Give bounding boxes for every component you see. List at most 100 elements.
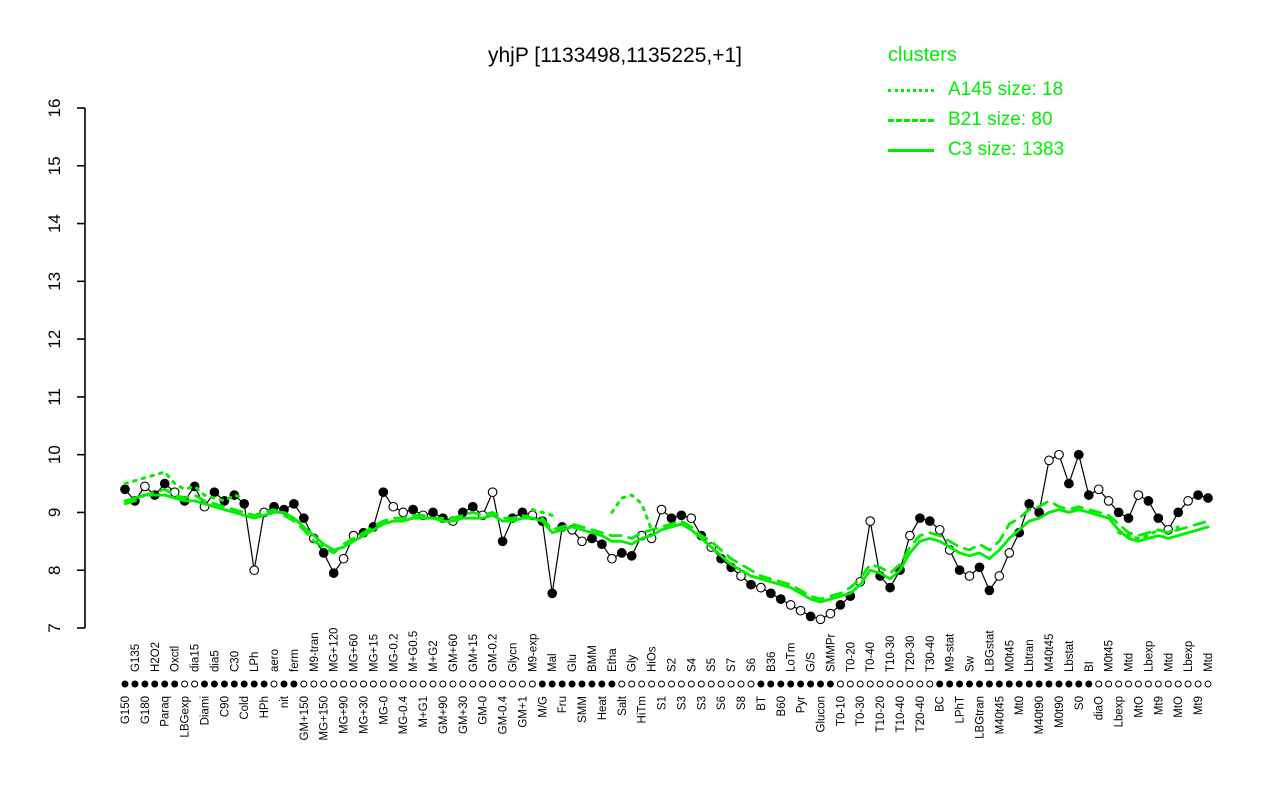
x-category-label: M40t90 — [1034, 696, 1046, 734]
condition-dot — [976, 680, 983, 688]
data-point — [289, 498, 299, 509]
x-category-label: T30-40 — [925, 636, 937, 672]
x-category-label: Sw — [965, 655, 977, 672]
data-point — [795, 605, 806, 616]
data-point — [905, 530, 915, 541]
x-category-label: G150 — [120, 696, 132, 724]
x-category-label: M40t45 — [1044, 634, 1056, 672]
x-category-label: Salt — [617, 695, 629, 716]
x-category-label: MtO — [1133, 696, 1145, 718]
data-point — [428, 507, 438, 518]
condition-dot — [379, 680, 387, 688]
condition-dot — [1095, 680, 1103, 688]
x-category-label: B36 — [766, 652, 778, 672]
data-point — [1093, 484, 1104, 495]
x-category-label: MtO — [1173, 696, 1185, 718]
condition-dot — [369, 680, 377, 688]
condition-dot — [638, 680, 646, 688]
x-category-label: SMM — [577, 696, 589, 723]
data-point — [1054, 449, 1064, 460]
series-gene-profile-markers — [120, 449, 1213, 625]
x-category-label: T0-10 — [835, 696, 847, 726]
data-point — [1083, 490, 1094, 500]
data-point — [1004, 548, 1015, 558]
x-category-label: M0t45 — [1004, 640, 1016, 672]
condition-dot — [1015, 680, 1023, 688]
data-point — [249, 565, 260, 576]
legend-entry-a145: A145 size: 18 — [888, 75, 1064, 105]
condition-dot — [598, 680, 606, 688]
x-category-label: M9-stat — [945, 633, 957, 672]
condition-dot — [836, 680, 844, 688]
data-point — [954, 565, 965, 576]
condition-dot — [399, 680, 407, 688]
x-category-label: Cold — [239, 696, 251, 720]
data-point — [328, 568, 339, 578]
data-point — [974, 562, 985, 573]
condition-dot — [1184, 680, 1192, 688]
data-point — [756, 582, 766, 593]
series-A145 — [123, 470, 1180, 540]
condition-dot — [687, 680, 695, 688]
x-category-label: MG-0 — [378, 696, 390, 725]
condition-dot — [489, 680, 497, 688]
data-point — [388, 501, 399, 512]
x-category-label: Glycn — [507, 643, 519, 672]
condition-dot — [926, 680, 934, 688]
condition-dot — [1154, 680, 1162, 688]
condition-dot — [1144, 680, 1152, 688]
x-category-label: Mtd — [1124, 653, 1136, 672]
y-tick-label: 12 — [45, 330, 64, 349]
dashed-line-icon — [888, 118, 934, 122]
data-point — [587, 533, 597, 544]
x-category-label: LPhT — [955, 696, 967, 724]
condition-dot — [677, 680, 685, 688]
condition-dot — [995, 680, 1003, 688]
legend-label: A145 size: 18 — [948, 79, 1064, 100]
condition-dot — [1134, 680, 1142, 688]
data-point — [1064, 478, 1074, 489]
x-category-label: LoTm — [786, 643, 798, 672]
data-point — [1153, 513, 1164, 524]
x-category-label: S6 — [716, 696, 728, 710]
x-category-label: M0t45 — [1104, 640, 1116, 672]
condition-dot — [310, 680, 318, 688]
x-category-label: Lbexp — [1183, 641, 1195, 672]
x-category-label: GM+90 — [438, 696, 450, 734]
condition-dot — [985, 680, 993, 688]
data-point — [746, 579, 756, 590]
x-category-label: S0 — [1074, 696, 1086, 710]
x-category-label: LPh — [249, 652, 261, 672]
legend-title: clusters — [888, 44, 957, 66]
data-point — [140, 481, 150, 492]
condition-dot — [181, 680, 189, 688]
x-category-label: M+G1 — [418, 696, 430, 728]
data-point — [815, 614, 826, 625]
data-point — [934, 524, 945, 535]
data-point — [1024, 498, 1035, 509]
condition-dot — [340, 680, 348, 688]
data-point — [835, 600, 846, 610]
x-axis-labels: G150 G135 G180 H2O2 Paraq Oxctl LBGexp dia15 Dia… — [120, 628, 1215, 741]
condition-dot — [1194, 680, 1202, 688]
condition-dot — [966, 680, 973, 688]
condition-dot — [518, 680, 526, 688]
condition-dot — [250, 680, 258, 688]
x-category-label: T10-20 — [875, 696, 887, 732]
y-tick-label: 8 — [45, 565, 64, 574]
x-category-label: MG+30 — [358, 696, 370, 734]
x-category-label: MG+90 — [339, 696, 351, 734]
condition-dot — [578, 680, 586, 688]
condition-dot — [1105, 680, 1113, 688]
x-category-label: S3 — [696, 696, 708, 710]
condition-dot — [856, 680, 864, 688]
condition-dot — [270, 680, 278, 688]
x-category-label: HiOs — [647, 646, 659, 672]
x-category-label: MG+60 — [349, 634, 361, 672]
data-point — [686, 513, 697, 524]
data-point — [865, 516, 876, 526]
data-point — [318, 548, 329, 558]
condition-dot — [1045, 680, 1053, 688]
x-category-label: Lbtran — [1024, 639, 1036, 672]
x-category-label: T0-40 — [865, 642, 877, 672]
